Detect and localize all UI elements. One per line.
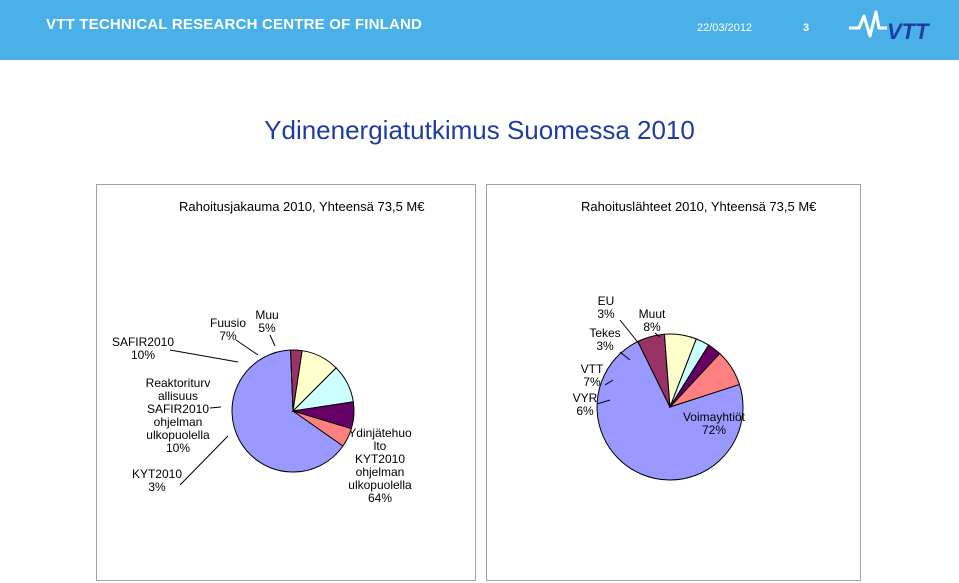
- chart-title-right: Rahoituslähteet 2010, Yhteensä 73,5 M€: [581, 199, 817, 214]
- pie-chart-2: Voimayhtiöt 72% VYR 6%VTT 7% Tekes 3% EU 3% Muut 8…: [573, 294, 746, 481]
- pie-chart-1: Ydinjätehuo lto KYT2010 ohjelman ulkopuolell…: [112, 308, 412, 505]
- slice-label: VYR 6%: [573, 391, 598, 418]
- slice-label: KYT2010 3%: [132, 467, 182, 494]
- slice-label: EU 3%: [597, 294, 615, 321]
- leader-line: [596, 399, 611, 405]
- chart-title-left: Rahoitusjakauma 2010, Yhteensä 73,5 M€: [179, 199, 425, 214]
- slice-label: Reaktoriturv allisuus SAFIR2010 ohjelman ulk…: [146, 376, 211, 455]
- leader-line: [235, 339, 259, 356]
- vtt-logo: VTT: [849, 10, 930, 44]
- leader-line: [209, 406, 222, 409]
- slice-label: Voimayhtiöt 72%: [683, 410, 746, 437]
- slice-label: SAFIR2010 10%: [112, 335, 174, 362]
- page-title: Ydinenergiatutkimus Suomessa 2010: [264, 115, 695, 145]
- slice-label: VTT 7%: [581, 362, 604, 389]
- pie-slice: [292, 410, 353, 447]
- leader-line: [169, 349, 239, 363]
- slice-label: Tekes 3%: [589, 326, 620, 353]
- leader-line: [269, 334, 276, 347]
- leader-line: [604, 379, 614, 386]
- leader-line: [654, 332, 661, 338]
- pie-slice: [668, 352, 741, 409]
- page-number: 3: [803, 22, 810, 34]
- slide-date: 22/03/2012: [697, 22, 753, 34]
- leader-line: [619, 351, 631, 361]
- slice-label: Ydinjätehuo lto KYT2010 ohjelman ulkopuolell…: [348, 426, 412, 505]
- slice-label: Muu 5%: [255, 308, 278, 335]
- logo-text: VTT: [887, 19, 930, 44]
- pie-slice: [231, 349, 344, 473]
- slice-label: Muut 8%: [639, 307, 666, 334]
- leader-line: [619, 319, 641, 346]
- org-name: VTT TECHNICAL RESEARCH CENTRE OF FINLAND: [46, 16, 423, 33]
- pie-slice: [596, 340, 744, 481]
- logo-wave-icon: [849, 10, 887, 38]
- slice-label: Fuusio 7%: [210, 316, 246, 343]
- leader-line: [179, 435, 229, 486]
- header-bar: VTT TECHNICAL RESEARCH CENTRE OF FINLAND…: [0, 0, 959, 60]
